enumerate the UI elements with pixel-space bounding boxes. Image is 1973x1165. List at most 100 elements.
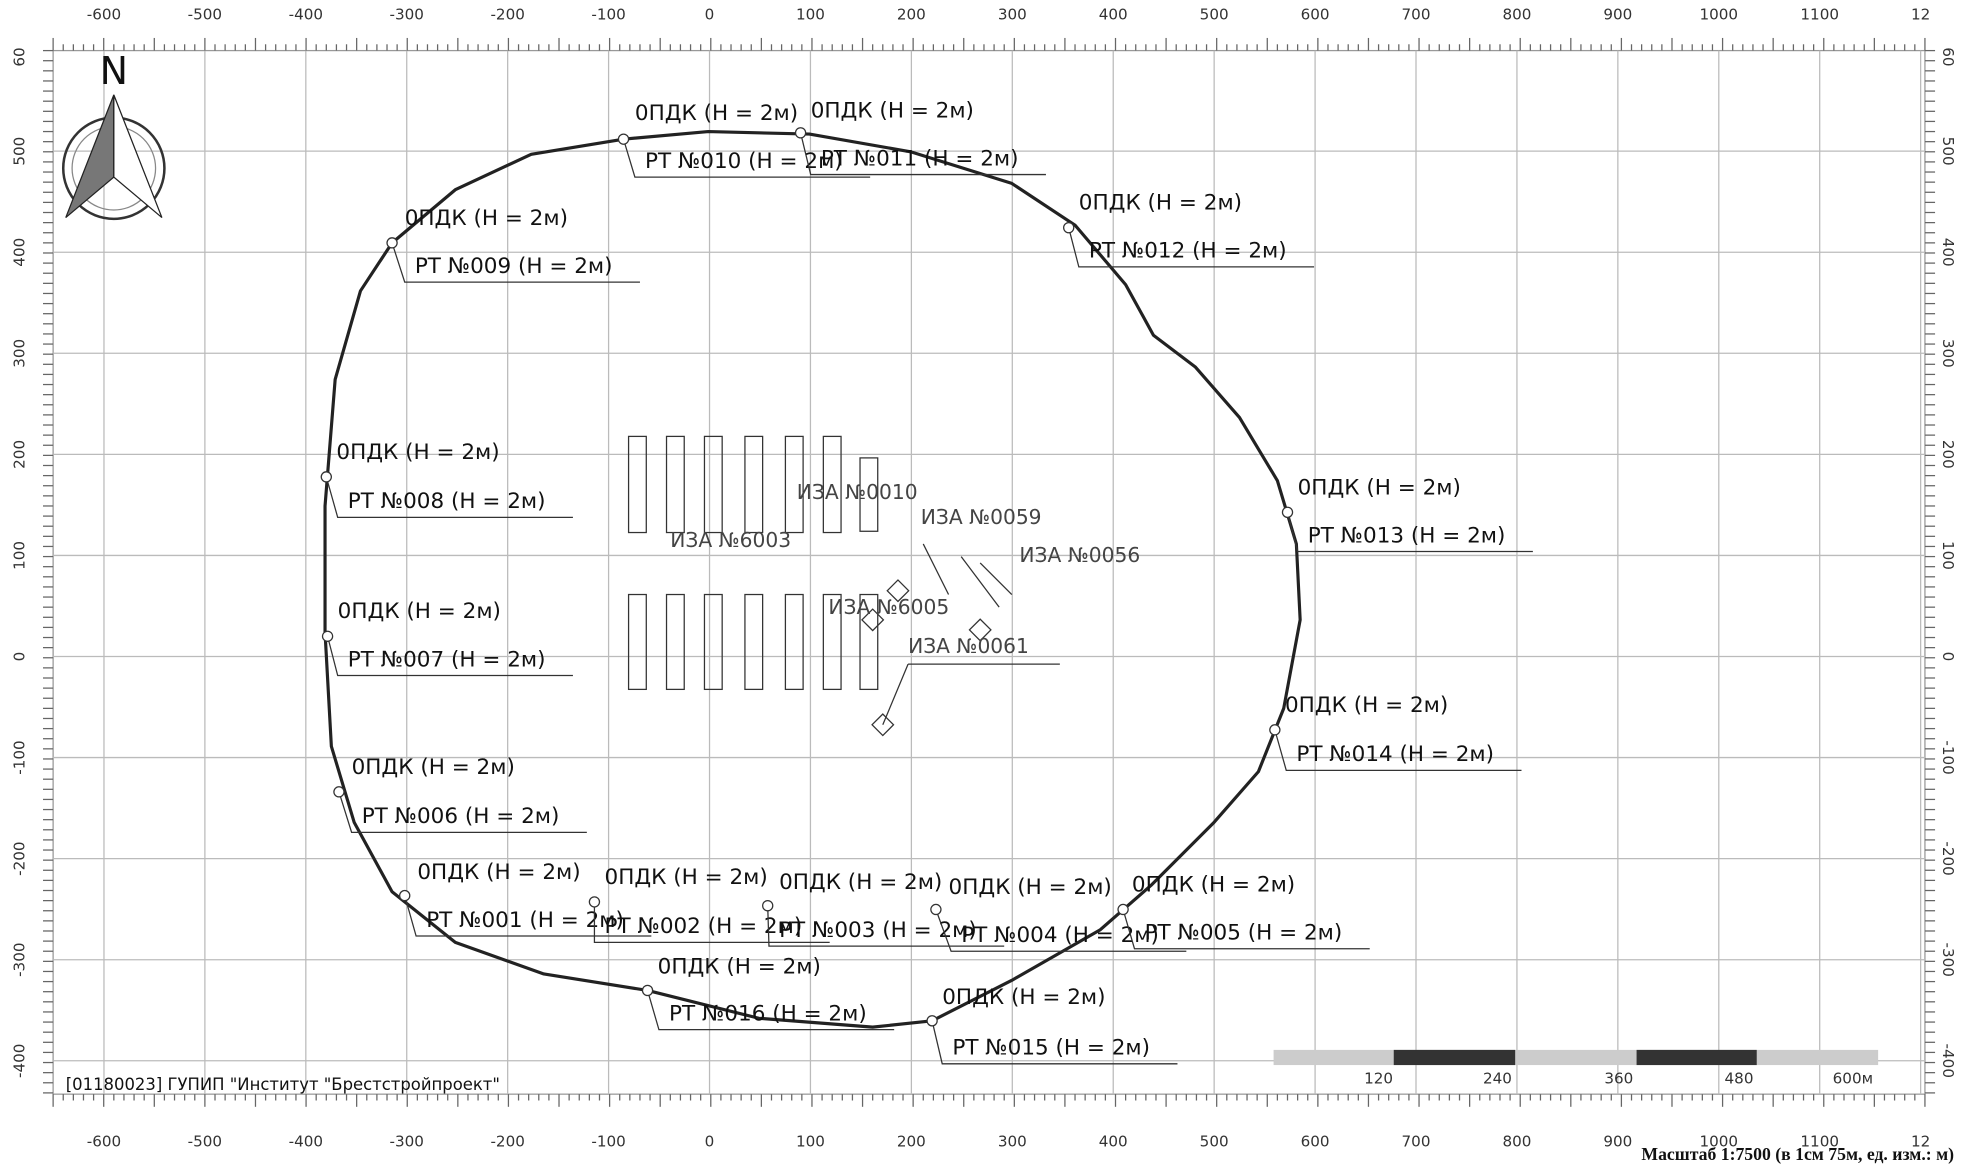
rt-label: РТ №001 (Н = 2м) (426, 908, 624, 933)
source-building (822, 435, 842, 534)
y-tick-label: 100 (11, 541, 29, 570)
source-label: ИЗА №0056 (1019, 543, 1140, 567)
receptor-point (1269, 724, 1281, 736)
ruler (43, 37, 1936, 1107)
y-tick-label: -400 (1939, 1044, 1957, 1078)
x-tick-label: -200 (490, 1133, 524, 1151)
y-tick-label: 200 (11, 440, 29, 469)
x-tick-label: -400 (289, 6, 323, 24)
north-label: N (100, 49, 128, 93)
x-tick-label: 100 (796, 1133, 825, 1151)
source-marker (871, 713, 895, 737)
pdk-label: 0ПДК (Н = 2м) (1079, 191, 1242, 216)
receptor-point (641, 984, 654, 997)
pdk-label: 0ПДК (Н = 2м) (405, 206, 568, 231)
x-tick-label: 400 (1099, 6, 1128, 24)
source-building (822, 593, 842, 691)
rt-label: РТ №002 (Н = 2м) (605, 914, 803, 939)
pdk-label: 0ПДК (Н = 2м) (1285, 693, 1448, 718)
source-building (665, 435, 685, 534)
rt-label: РТ №013 (Н = 2м) (1308, 523, 1506, 548)
rt-label: РТ №016 (Н = 2м) (669, 1001, 867, 1026)
pdk-label: 0ПДК (Н = 2м) (942, 985, 1105, 1010)
x-tick-label: 900 (1603, 1133, 1632, 1151)
source-building (703, 435, 723, 534)
x-tick-label: 500 (1200, 6, 1229, 24)
y-tick-label: 500 (11, 137, 29, 166)
receptor-point (1117, 903, 1129, 916)
y-tick-label: -200 (11, 841, 29, 875)
source-line (979, 562, 1013, 595)
x-tick-label: 600 (1301, 1133, 1330, 1151)
receptor-point (399, 889, 411, 902)
scale-label: 360 (1604, 1069, 1633, 1087)
y-tick-label: 0 (1939, 652, 1957, 662)
leader (338, 791, 587, 833)
rt-label: РТ №012 (Н = 2м) (1089, 239, 1287, 264)
scale-label: 120 (1364, 1069, 1393, 1087)
source-building (665, 593, 685, 691)
source-building (627, 593, 647, 691)
source-label: ИЗА №0061 (908, 634, 1029, 658)
x-tick-label: 1100 (1800, 6, 1839, 24)
rt-label: РТ №007 (Н = 2м) (348, 647, 546, 672)
x-tick-label: -400 (289, 1133, 323, 1151)
x-tick-label: 400 (1099, 1133, 1128, 1151)
source-line (922, 543, 950, 595)
receptor-point (1063, 221, 1075, 234)
rt-label: РТ №009 (Н = 2м) (415, 254, 613, 279)
rt-label: РТ №008 (Н = 2м) (348, 489, 546, 514)
rt-label: РТ №014 (Н = 2м) (1296, 742, 1494, 767)
pdk-label: 0ПДК (Н = 2м) (336, 440, 499, 465)
y-tick-label: 60 (11, 47, 29, 66)
x-tick-label: 700 (1402, 6, 1431, 24)
rt-label: РТ №006 (Н = 2м) (362, 804, 560, 829)
scale-label: 600м (1833, 1069, 1873, 1087)
leader (391, 242, 640, 283)
x-tick-label: 900 (1603, 6, 1632, 24)
x-tick-label: 300 (998, 1133, 1027, 1151)
x-tick-label: 12 (1911, 6, 1930, 24)
pdk-label: 0ПДК (Н = 2м) (949, 875, 1112, 900)
source-building (744, 435, 764, 534)
leader (622, 138, 871, 178)
source-label: ИЗА №0010 (797, 480, 918, 504)
source-building (703, 593, 723, 691)
receptor-point (1281, 506, 1294, 518)
x-tick-label: 800 (1502, 1133, 1531, 1151)
y-tick-label: 300 (1939, 339, 1957, 368)
y-tick-label: 200 (1939, 440, 1957, 469)
source-label: ИЗА №0059 (921, 505, 1042, 529)
pdk-label: 0ПДК (Н = 2м) (635, 101, 798, 126)
pdk-label: 0ПДК (Н = 2м) (1298, 475, 1461, 500)
leader (1274, 729, 1522, 771)
scale-label: 240 (1483, 1069, 1512, 1087)
rt-label: РТ №005 (Н = 2м) (1145, 921, 1343, 946)
pdk-label: 0ПДК (Н = 2м) (658, 955, 821, 980)
source-label: ИЗА №6005 (828, 595, 949, 619)
source-building (859, 457, 879, 532)
pdk-label: 0ПДК (Н = 2м) (605, 865, 768, 890)
rt-label: РТ №004 (Н = 2м) (961, 923, 1159, 948)
y-tick-label: 500 (1939, 137, 1957, 166)
x-tick-label: 300 (998, 6, 1027, 24)
receptor-point (617, 133, 630, 145)
scale-caption: Масштаб 1:7500 (в 1см 75м, ед. изм.: м) (1641, 1144, 1954, 1164)
rt-label: РТ №010 (Н = 2м) (645, 149, 843, 174)
source-marker (968, 618, 992, 642)
source-building (627, 435, 647, 534)
pdk-label: 0ПДК (Н = 2м) (417, 860, 580, 885)
leader (1068, 227, 1315, 268)
x-tick-label: -300 (390, 6, 424, 24)
receptor-point (386, 237, 398, 249)
x-tick-label: 800 (1502, 6, 1531, 24)
source-building (784, 593, 804, 691)
pdk-label: 0ПДК (Н = 2м) (338, 599, 501, 624)
x-tick-label: 1100 (1800, 1133, 1839, 1151)
x-tick-label: 0 (705, 1133, 715, 1151)
leader (326, 636, 573, 677)
leader (1286, 512, 1533, 553)
leader (325, 476, 573, 518)
